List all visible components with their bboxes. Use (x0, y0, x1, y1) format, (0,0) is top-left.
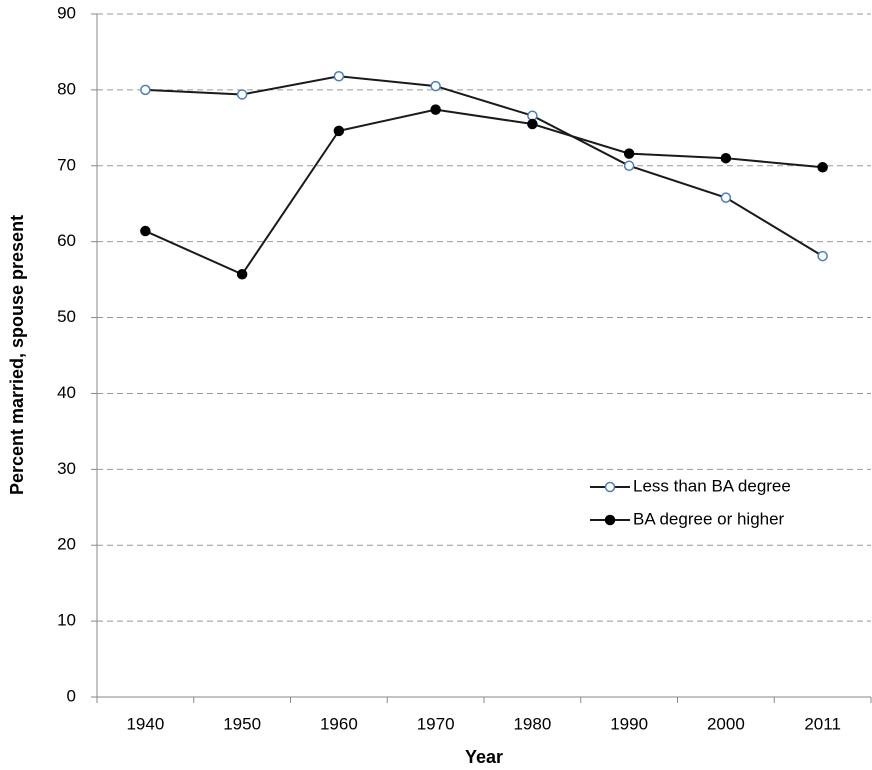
x-tick-label: 1950 (223, 714, 261, 733)
y-tick-label: 20 (57, 535, 76, 554)
x-tick-label: 1980 (513, 714, 551, 733)
y-tick-label: 80 (57, 79, 76, 98)
y-tick-label: 60 (57, 231, 76, 250)
data-point (527, 118, 538, 130)
legend-marker (604, 481, 616, 493)
y-tick-label: 10 (57, 611, 76, 630)
series-line (144, 108, 823, 276)
legend-marker (604, 514, 616, 526)
y-tick-label: 90 (57, 3, 76, 22)
data-point (817, 250, 828, 262)
data-point (140, 225, 151, 237)
data-point (430, 104, 441, 115)
data-point (817, 162, 828, 173)
y-tick-label: 40 (57, 383, 76, 402)
y-tick-label: 30 (57, 459, 76, 478)
data-point (236, 269, 248, 280)
data-point (430, 80, 441, 92)
data-point (333, 70, 345, 82)
data-point (140, 84, 151, 96)
y-axis-title: Percent married, spouse present (7, 215, 27, 495)
data-point (623, 148, 635, 159)
x-tick-label: 1940 (126, 714, 164, 733)
series-line (145, 75, 824, 257)
data-point (623, 160, 635, 172)
data-point (236, 89, 248, 100)
data-point (333, 125, 345, 137)
data-point (720, 152, 732, 164)
y-tick-label: 70 (57, 155, 76, 174)
x-axis-title: Year (465, 747, 503, 767)
x-tick-label: 1960 (320, 714, 358, 733)
x-tick-label: 1990 (610, 714, 648, 733)
y-tick-label: 50 (57, 307, 76, 326)
x-tick-label: 2000 (707, 714, 745, 733)
legend-label: BA degree or higher (633, 509, 785, 528)
y-tick-label: 0 (67, 686, 76, 705)
legend-label: Less than BA degree (633, 476, 791, 495)
x-tick-label: 2011 (804, 714, 841, 733)
data-point (720, 192, 732, 203)
x-tick-label: 1970 (417, 714, 455, 733)
